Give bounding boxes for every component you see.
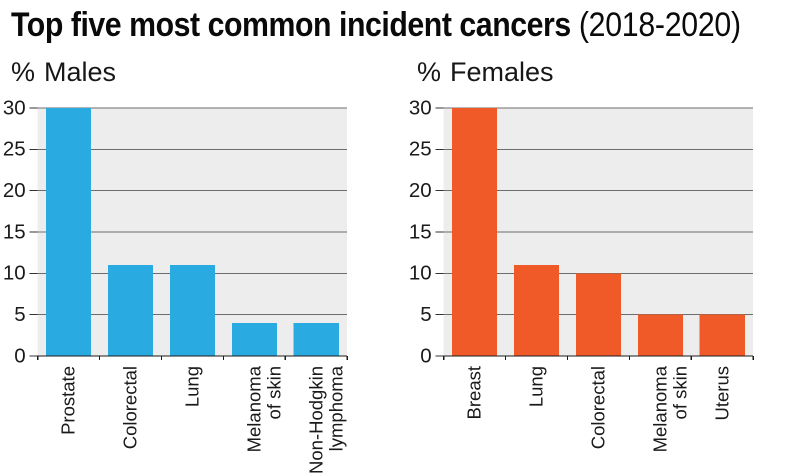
svg-text:25: 25 (3, 138, 26, 161)
svg-text:5: 5 (14, 303, 25, 326)
svg-text:Melanoma: Melanoma (243, 365, 264, 452)
svg-text:Lung: Lung (181, 366, 202, 407)
svg-text:30: 30 (3, 96, 26, 119)
svg-text:Non-Hodgkin: Non-Hodgkin (305, 366, 326, 474)
svg-text:20: 20 (3, 179, 26, 202)
svg-text:15: 15 (3, 220, 26, 243)
svg-text:Colorectal: Colorectal (587, 366, 608, 449)
svg-text:0: 0 (14, 344, 25, 367)
svg-text:10: 10 (409, 262, 432, 285)
svg-text:Breast: Breast (464, 366, 485, 419)
svg-text:Melanoma: Melanoma (649, 365, 670, 452)
svg-text:30: 30 (409, 96, 432, 119)
svg-text:0: 0 (420, 344, 431, 367)
svg-text:Uterus: Uterus (711, 366, 732, 421)
svg-text:lymphoma: lymphoma (325, 365, 346, 451)
svg-text:25: 25 (409, 138, 432, 161)
svg-text:of skin: of skin (263, 366, 284, 419)
svg-text:Lung: Lung (526, 366, 547, 407)
svg-text:20: 20 (409, 179, 432, 202)
svg-text:Colorectal: Colorectal (120, 366, 141, 449)
svg-text:of skin: of skin (669, 366, 690, 419)
svg-text:15: 15 (409, 220, 432, 243)
svg-text:10: 10 (3, 262, 26, 285)
svg-text:Prostate: Prostate (58, 366, 79, 435)
svg-text:5: 5 (420, 303, 431, 326)
